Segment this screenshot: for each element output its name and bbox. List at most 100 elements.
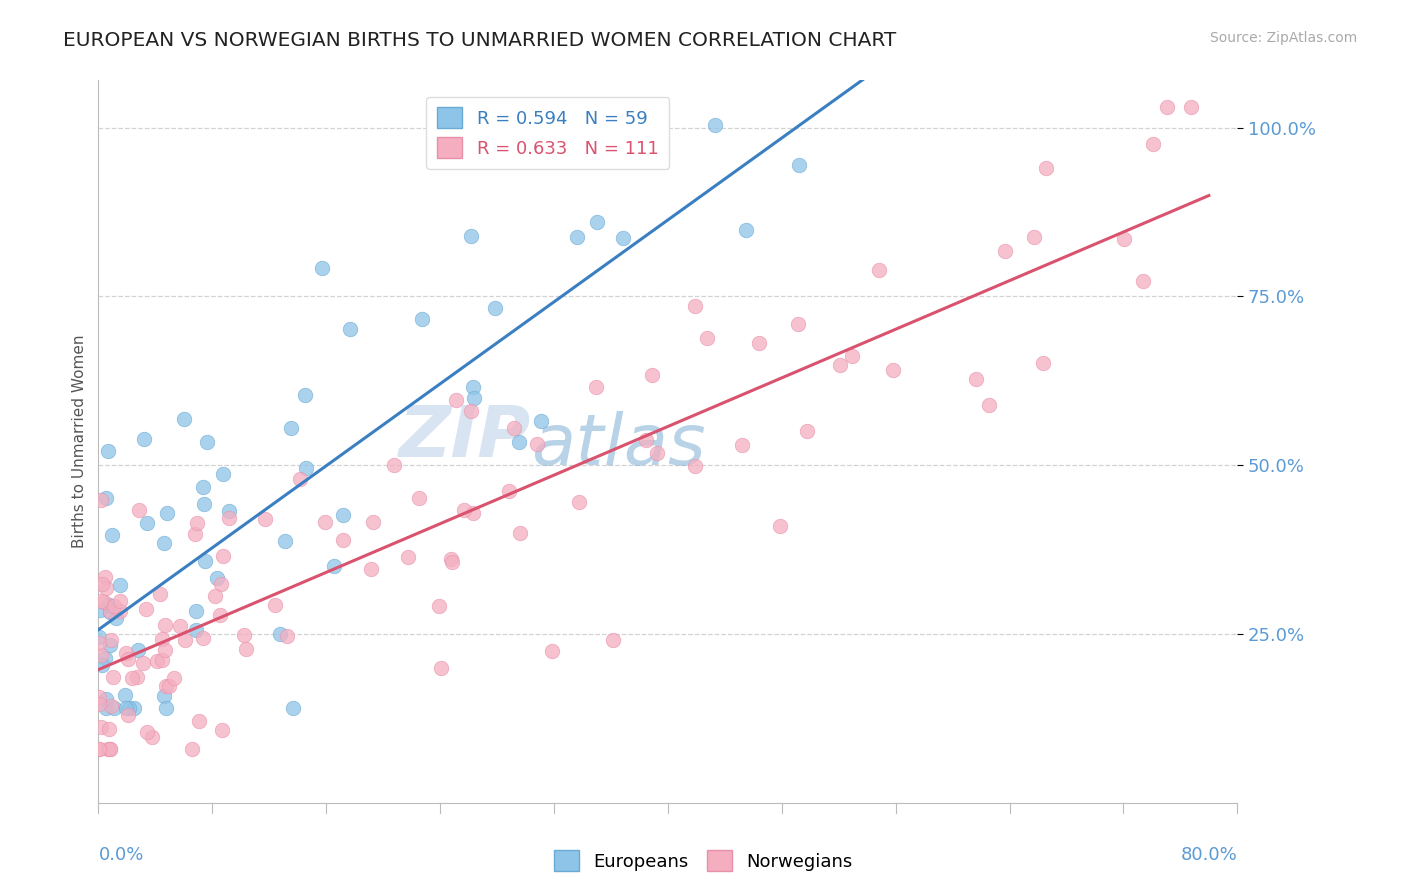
Point xyxy=(114,701,136,715)
Point xyxy=(97,599,120,613)
Point xyxy=(103,701,125,715)
Point xyxy=(157,679,180,693)
Point xyxy=(193,554,215,568)
Point xyxy=(195,434,218,449)
Point xyxy=(110,578,132,592)
Point xyxy=(108,593,131,607)
Point xyxy=(128,503,150,517)
Point xyxy=(332,533,354,548)
Point xyxy=(1022,230,1045,244)
Point xyxy=(453,503,475,517)
Point xyxy=(460,404,482,418)
Point xyxy=(117,652,139,666)
Point xyxy=(735,223,758,237)
Point xyxy=(209,577,232,591)
Point xyxy=(586,215,609,229)
Point xyxy=(254,512,277,526)
Point xyxy=(153,536,176,550)
Point xyxy=(204,589,226,603)
Point xyxy=(218,511,240,525)
Point xyxy=(127,642,149,657)
Point xyxy=(155,618,177,632)
Point xyxy=(232,628,254,642)
Text: 80.0%: 80.0% xyxy=(1181,847,1237,864)
Point xyxy=(94,692,117,706)
Point xyxy=(87,697,110,711)
Point xyxy=(1142,137,1164,152)
Legend: R = 0.594   N = 59, R = 0.633   N = 111: R = 0.594 N = 59, R = 0.633 N = 111 xyxy=(426,96,669,169)
Point xyxy=(121,671,143,685)
Point xyxy=(636,433,658,447)
Point xyxy=(503,421,526,435)
Point xyxy=(90,720,112,734)
Text: 0.0%: 0.0% xyxy=(98,847,143,864)
Point xyxy=(184,623,207,637)
Point xyxy=(103,599,125,613)
Point xyxy=(498,484,520,499)
Point xyxy=(696,331,718,345)
Point xyxy=(115,646,138,660)
Point xyxy=(89,602,111,616)
Point xyxy=(150,632,173,647)
Point xyxy=(283,701,305,715)
Point xyxy=(117,708,139,723)
Point xyxy=(828,359,851,373)
Point xyxy=(97,722,120,736)
Point xyxy=(360,562,382,576)
Point xyxy=(212,467,235,482)
Point xyxy=(568,494,591,508)
Text: atlas: atlas xyxy=(531,410,706,480)
Point xyxy=(97,443,120,458)
Point xyxy=(93,570,115,584)
Point xyxy=(1032,356,1054,370)
Point xyxy=(290,472,312,486)
Point xyxy=(731,438,754,452)
Point xyxy=(90,492,112,507)
Point xyxy=(868,263,890,277)
Point xyxy=(965,372,987,386)
Point xyxy=(211,723,233,737)
Point xyxy=(94,701,117,715)
Point xyxy=(979,397,1001,411)
Point xyxy=(89,630,111,644)
Point xyxy=(114,688,136,702)
Point xyxy=(125,670,148,684)
Point xyxy=(91,577,114,591)
Point xyxy=(110,603,132,617)
Point xyxy=(323,558,346,573)
Point xyxy=(994,244,1017,258)
Point xyxy=(100,633,122,648)
Point xyxy=(411,312,433,326)
Point xyxy=(163,671,186,685)
Point xyxy=(173,412,195,426)
Point xyxy=(311,261,333,276)
Point xyxy=(430,661,453,675)
Point xyxy=(683,299,706,313)
Point xyxy=(280,421,302,435)
Point xyxy=(132,432,155,446)
Legend: Europeans, Norwegians: Europeans, Norwegians xyxy=(547,843,859,879)
Point xyxy=(156,507,179,521)
Point xyxy=(508,434,530,449)
Point xyxy=(100,741,122,756)
Point xyxy=(96,582,118,596)
Point xyxy=(1114,232,1136,246)
Point xyxy=(612,231,634,245)
Point xyxy=(93,650,115,665)
Point xyxy=(274,534,297,549)
Point xyxy=(87,741,110,756)
Point xyxy=(89,636,111,650)
Point xyxy=(882,363,904,377)
Point xyxy=(90,648,112,662)
Point xyxy=(463,391,485,405)
Point xyxy=(101,528,124,542)
Point xyxy=(841,349,863,363)
Point xyxy=(441,555,464,569)
Point xyxy=(332,508,354,523)
Point xyxy=(188,714,211,728)
Point xyxy=(131,657,153,671)
Point xyxy=(98,604,121,618)
Point xyxy=(363,516,385,530)
Point xyxy=(184,604,207,618)
Point xyxy=(150,652,173,666)
